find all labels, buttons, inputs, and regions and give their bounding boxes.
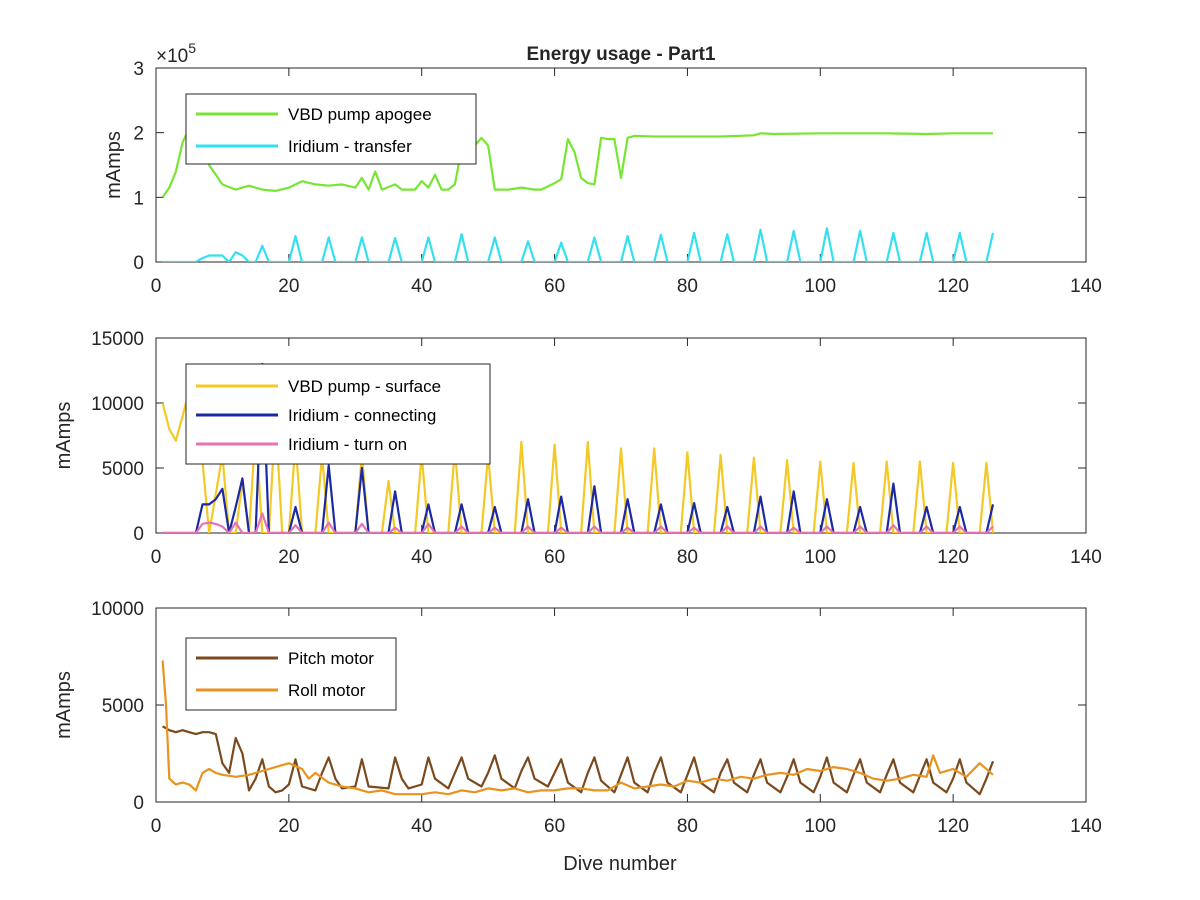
legend-box xyxy=(185,93,477,165)
legend-entry: VBD pump - surface xyxy=(288,377,441,396)
legend: VBD pump apogee Iridium - transfer xyxy=(185,93,477,165)
x-tick-label: 0 xyxy=(151,276,162,297)
panel-1: 0 20 40 60 80 100 120 140 0 1 2 3 ×105 Energy usage -… xyxy=(103,40,1102,297)
x-tick-label: 100 xyxy=(804,816,836,837)
y-axis-label: mAmps xyxy=(103,131,125,199)
series-line-iridium-transfer xyxy=(162,227,995,262)
x-axis-label: Dive number xyxy=(563,853,677,875)
y-tick-label: 5000 xyxy=(102,459,144,480)
y-tick-label: 0 xyxy=(133,253,144,274)
legend-entry: Iridium - transfer xyxy=(288,137,412,156)
y-multiplier-exponent: 5 xyxy=(188,40,196,56)
legend-entry: VBD pump apogee xyxy=(288,105,432,124)
legend: VBD pump - surface Iridium - connecting Ir… xyxy=(185,363,491,465)
y-tick-label: 10000 xyxy=(91,394,144,415)
series-line-iridium-connecting xyxy=(162,362,995,533)
x-tick-label: 80 xyxy=(677,276,698,297)
x-tick-label: 40 xyxy=(411,276,432,297)
x-tick-label: 40 xyxy=(411,547,432,568)
x-tick-label: 20 xyxy=(278,547,299,568)
x-tick-label: 60 xyxy=(544,816,565,837)
legend-entry: Iridium - turn on xyxy=(288,435,407,454)
legend-entry: Iridium - connecting xyxy=(288,406,436,425)
legend-entry: Pitch motor xyxy=(288,649,374,668)
x-tick-label: 60 xyxy=(544,276,565,297)
y-tick-label: 3 xyxy=(133,59,144,80)
y-tick-label: 0 xyxy=(133,793,144,814)
legend-entry: Roll motor xyxy=(288,681,366,700)
legend: Pitch motor Roll motor xyxy=(185,637,397,711)
series-group xyxy=(161,660,995,796)
x-tick-label: 0 xyxy=(151,547,162,568)
x-tick-label: 120 xyxy=(937,816,969,837)
y-tick-label: 2 xyxy=(133,124,144,145)
x-tick-label: 140 xyxy=(1070,276,1102,297)
x-tick-label: 120 xyxy=(937,547,969,568)
x-tick-label: 20 xyxy=(278,276,299,297)
series-line-pitch-motor xyxy=(162,725,995,796)
x-tick-label: 100 xyxy=(804,547,836,568)
x-tick-label: 60 xyxy=(544,547,565,568)
y-multiplier-label: ×105 xyxy=(156,40,196,67)
y-tick-label: 5000 xyxy=(102,696,144,717)
x-tick-label: 120 xyxy=(937,276,969,297)
y-tick-label: 0 xyxy=(133,524,144,545)
x-tick-label: 80 xyxy=(677,816,698,837)
x-tick-label: 140 xyxy=(1070,547,1102,568)
chart-title: Energy usage - Part1 xyxy=(526,44,715,65)
y-tick-label: 1 xyxy=(133,188,144,209)
legend-box xyxy=(185,637,397,711)
y-tick-label: 15000 xyxy=(91,329,144,350)
y-axis-label: mAmps xyxy=(53,671,75,739)
panel-3: 0 20 40 60 80 100 120 140 0 5000 10000 mAmps Dive nu… xyxy=(53,599,1102,875)
x-tick-label: 100 xyxy=(804,276,836,297)
x-tick-label: 80 xyxy=(677,547,698,568)
y-tick-label: 10000 xyxy=(91,599,144,620)
x-tick-label: 140 xyxy=(1070,816,1102,837)
x-tick-label: 40 xyxy=(411,816,432,837)
series-line-iridium-turn-on xyxy=(162,512,994,533)
panel-2: 0 20 40 60 80 100 120 140 0 5000 10000 15000 mAmps VB… xyxy=(53,329,1102,568)
x-tick-label: 20 xyxy=(278,816,299,837)
series-group xyxy=(161,362,995,533)
y-axis-label: mAmps xyxy=(53,402,75,470)
series-line-roll-motor xyxy=(161,660,994,796)
x-tick-label: 0 xyxy=(151,816,162,837)
